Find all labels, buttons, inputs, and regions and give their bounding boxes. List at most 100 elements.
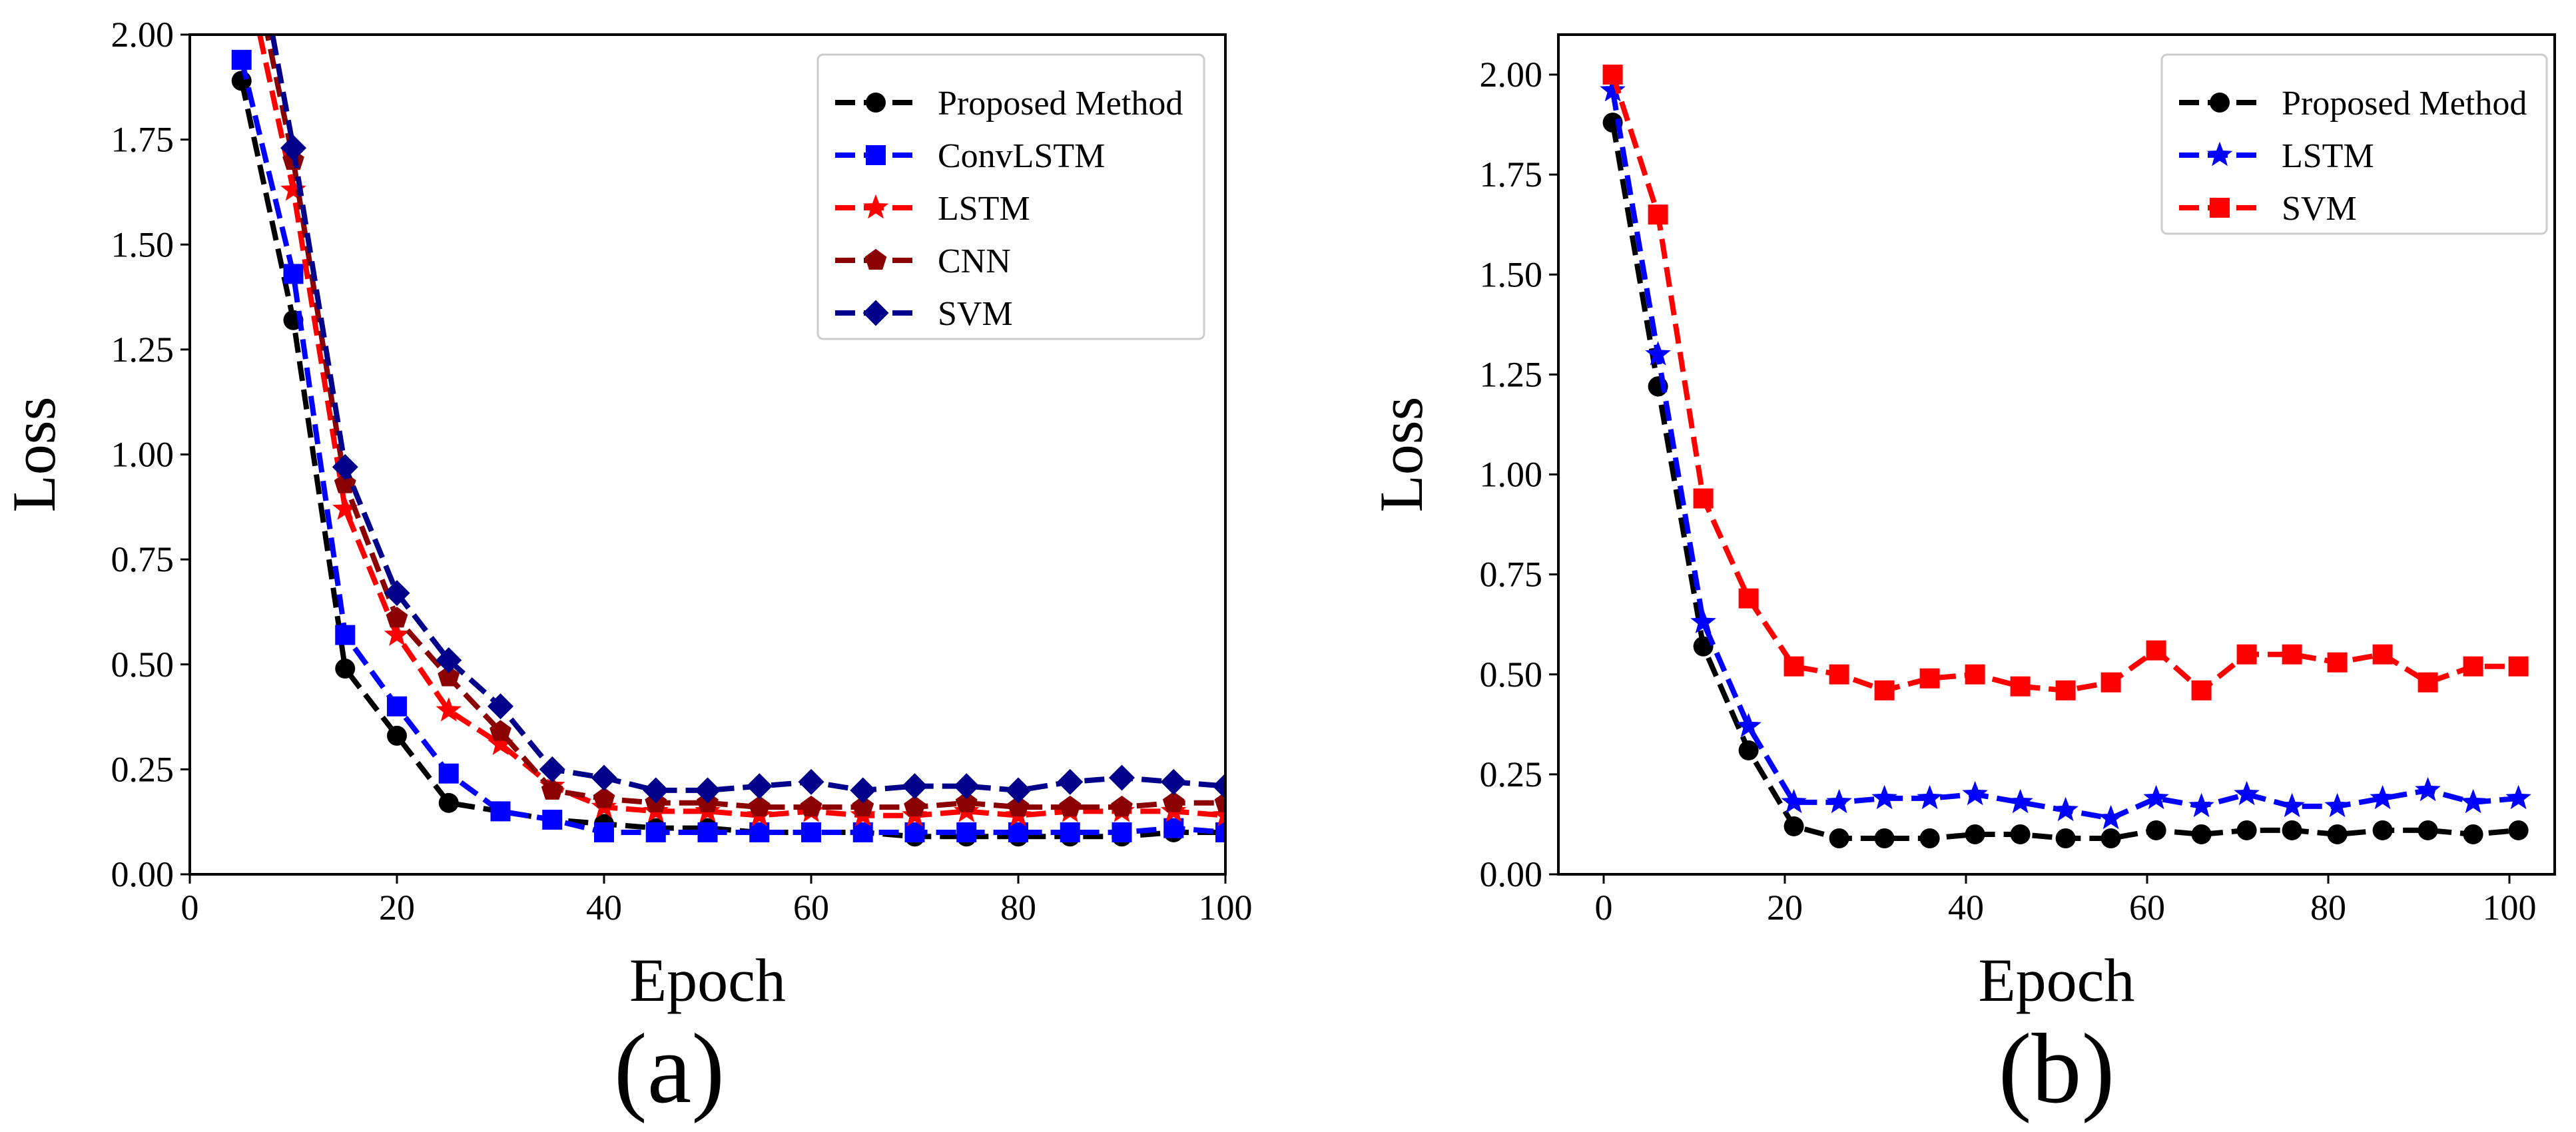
b-point-svm [1874,680,1895,701]
b-point-lstm [1736,712,1762,738]
a-legend-marker-lstm [862,194,889,219]
b-legend: Proposed Method LSTM SVM [2160,53,2548,235]
b-point-svm [1965,664,1985,685]
a-point-cnn [1162,791,1185,812]
b-point-lstm [1600,77,1626,102]
b-point-svm [1693,488,1714,509]
b-legend-label-svm: SVM [2282,190,2357,228]
b-point-svm [1919,668,1940,689]
panel-label-b: (b) [1999,1013,2115,1124]
b-legend-marker-proposed-method [2210,93,2230,113]
b-x-tick-label: 100 [2483,888,2537,928]
b-y-tick-label: 2.00 [1480,55,1543,95]
b-y-tick-label: 1.50 [1480,254,1543,294]
b-point-proposed-method [1919,828,1940,848]
b-point-lstm [1645,341,1671,366]
a-x-tick-label: 100 [1199,888,1253,928]
a-point-cnn [748,795,771,817]
b-point-proposed-method [2417,820,2438,840]
a-line-lstm [256,35,1225,818]
a-point-lstm [436,697,462,722]
a-point-convlstm [645,822,666,842]
a-point-convlstm [749,822,770,842]
a-point-cnn [852,795,874,817]
a-point-convlstm [1060,822,1080,842]
b-point-proposed-method [2372,820,2393,840]
b-x-tick-label: 20 [1767,888,1803,928]
a-point-lstm [487,730,513,755]
a-point-convlstm [490,801,511,822]
b-y-tick-label: 1.25 [1480,354,1543,394]
b-point-lstm [1962,780,1988,806]
b-plot-area [1600,65,2531,848]
a-point-convlstm [542,810,563,830]
a-point-convlstm [904,822,925,842]
a-y-tick-label: 1.25 [111,330,174,370]
b-point-lstm [1826,788,1852,814]
a-y-tick-label: 0.50 [111,645,174,685]
b-point-lstm [2188,792,2214,818]
a-point-cnn [1059,795,1082,817]
a-x-tick-label: 20 [379,888,415,928]
b-point-lstm [2143,784,2169,810]
b-point-proposed-method [1738,740,1759,760]
a-point-cnn [955,791,978,812]
a-point-convlstm [283,264,304,284]
a-x-tick-label: 0 [181,888,199,928]
a-point-cnn [800,795,822,817]
b-y-tick-label: 0.00 [1480,854,1543,894]
a-point-svm [384,580,410,607]
a-point-svm [746,773,773,800]
a-point-convlstm [956,822,977,842]
a-point-convlstm [1163,818,1184,838]
b-point-svm [2463,656,2483,677]
a-point-convlstm [697,822,718,842]
a-point-cnn [904,795,926,817]
b-x-axis-label: Epoch [1978,946,2134,1014]
b-point-proposed-method [2146,820,2166,840]
a-point-cnn [593,787,615,808]
b-y-tick-label: 1.00 [1480,455,1543,495]
a-point-convlstm [852,822,873,842]
b-point-lstm [2234,780,2260,806]
b-point-proposed-method [1965,824,1985,844]
b-point-svm [1602,65,1623,85]
a-point-svm [643,777,669,804]
b-point-lstm [2053,796,2079,822]
a-y-tick-label: 2.00 [111,15,174,55]
a-point-svm [850,777,876,804]
b-point-lstm [2370,784,2396,810]
b-point-svm [2508,656,2529,677]
b-x-tick-label: 40 [1948,888,1984,928]
a-point-convlstm [1008,822,1028,842]
b-axes-frame [1557,33,2556,876]
b-point-lstm [1871,784,1897,810]
b-point-proposed-method [2055,828,2076,848]
chart-panel-a: 0 20 40 60 80 100 0.00 0.25 0.50 0.75 1.00 1.25 1.50… [0,15,1253,1014]
a-point-cnn [1214,791,1225,812]
a-legend-label-svm: SVM [938,295,1013,333]
b-point-proposed-method [2463,824,2483,844]
a-point-convlstm [1215,822,1225,842]
b-legend-box [2160,53,2548,235]
b-series-svm [1602,65,2529,701]
b-y-tick-label: 0.75 [1480,555,1543,595]
b-y-tick-label: 0.25 [1480,754,1543,794]
a-point-lstm [1212,802,1225,827]
b-point-proposed-method [2191,824,2212,844]
b-point-lstm [2098,804,2124,830]
a-legend-marker-convlstm [866,145,886,165]
a-point-svm [436,647,462,673]
b-point-lstm [1917,784,1943,810]
a-point-lstm [332,495,358,520]
a-series-cnn [264,35,1225,817]
a-point-cnn [489,720,511,741]
b-point-proposed-method [1829,828,1849,848]
a-x-tick-label: 60 [793,888,829,928]
a-point-proposed-method [387,725,407,746]
a-point-svm [591,764,617,791]
a-point-convlstm [387,696,407,716]
a-legend-box [816,53,1205,340]
a-legend-label-cnn: CNN [938,242,1011,280]
panel-label-a: (a) [614,1013,725,1124]
